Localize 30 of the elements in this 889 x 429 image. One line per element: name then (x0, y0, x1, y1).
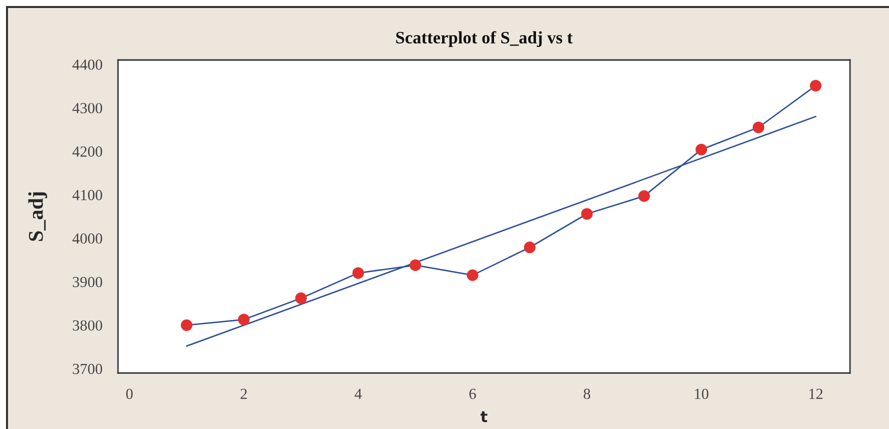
y-tick-label: 4000 (72, 233, 102, 244)
point (581, 208, 593, 220)
y-tick-label: 4100 (72, 190, 102, 200)
x-tick-label: 6 (469, 388, 476, 400)
x-tick-label: 4 (354, 388, 362, 399)
y-tick-label: 4400 (72, 59, 102, 70)
y-tick-label: 3700 (72, 364, 102, 374)
point (638, 190, 650, 202)
point (696, 144, 708, 156)
x-tick-label: 12 (809, 388, 822, 399)
point (466, 269, 478, 281)
chart-title: Scatterplot of S_adj vs t (396, 31, 573, 48)
y-tick-label: 3900 (72, 276, 102, 288)
point (752, 122, 764, 134)
point (410, 259, 422, 271)
point (810, 80, 822, 92)
point (352, 267, 364, 279)
x-tick-label: 0 (126, 388, 133, 400)
point (238, 314, 250, 326)
y-axis-title: S_adj (28, 192, 48, 241)
y-tick-label: 3800 (72, 320, 102, 331)
point (295, 292, 307, 304)
y-tick-label: 4300 (72, 102, 102, 114)
point (524, 242, 536, 254)
point (180, 319, 192, 331)
x-axis-title: t (480, 411, 488, 422)
x-tick-label: 8 (584, 388, 590, 400)
y-tick-label: 4200 (72, 146, 102, 157)
x-tick-label: 2 (240, 388, 247, 399)
x-tick-label: 10 (695, 388, 708, 400)
